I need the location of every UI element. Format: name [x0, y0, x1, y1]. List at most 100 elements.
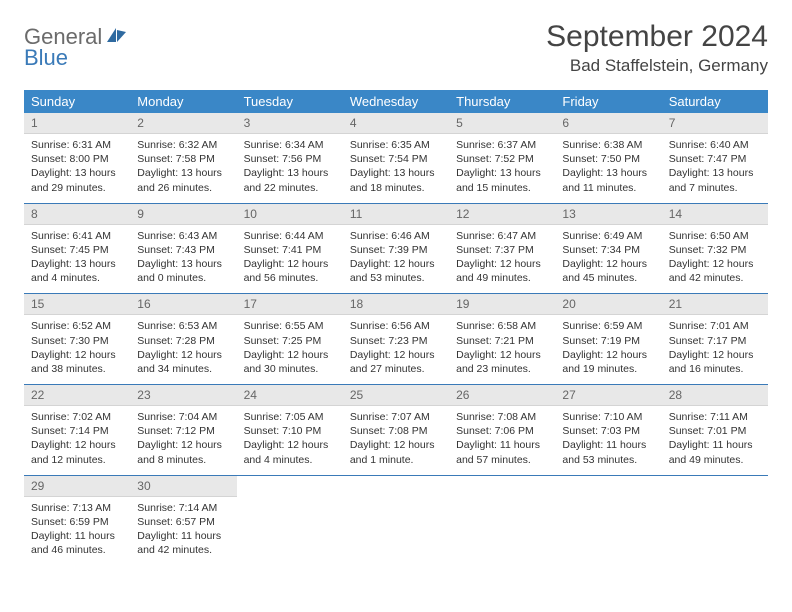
day-number: 2 [130, 113, 236, 134]
day-body: Sunrise: 6:46 AMSunset: 7:39 PMDaylight:… [343, 225, 449, 294]
day-body: Sunrise: 6:32 AMSunset: 7:58 PMDaylight:… [130, 134, 236, 203]
sunrise-text: Sunrise: 6:41 AM [31, 229, 123, 243]
day-body: Sunrise: 6:38 AMSunset: 7:50 PMDaylight:… [555, 134, 661, 203]
daylight-text: Daylight: 13 hours and 11 minutes. [562, 166, 654, 194]
calendar-cell: 30Sunrise: 7:14 AMSunset: 6:57 PMDayligh… [130, 475, 236, 565]
sunset-text: Sunset: 7:01 PM [669, 424, 761, 438]
daylight-text: Daylight: 11 hours and 49 minutes. [669, 438, 761, 466]
day-number: 19 [449, 294, 555, 315]
calendar-cell: 7Sunrise: 6:40 AMSunset: 7:47 PMDaylight… [662, 113, 768, 203]
weekday-header: Saturday [662, 90, 768, 113]
sunrise-text: Sunrise: 6:43 AM [137, 229, 229, 243]
day-number: 15 [24, 294, 130, 315]
daylight-text: Daylight: 13 hours and 18 minutes. [350, 166, 442, 194]
sunrise-text: Sunrise: 6:55 AM [244, 319, 336, 333]
day-body: Sunrise: 7:14 AMSunset: 6:57 PMDaylight:… [130, 497, 236, 566]
calendar-cell: 23Sunrise: 7:04 AMSunset: 7:12 PMDayligh… [130, 385, 236, 476]
sunrise-text: Sunrise: 7:13 AM [31, 501, 123, 515]
daylight-text: Daylight: 12 hours and 53 minutes. [350, 257, 442, 285]
day-number: 6 [555, 113, 661, 134]
calendar-cell: 3Sunrise: 6:34 AMSunset: 7:56 PMDaylight… [237, 113, 343, 203]
day-body: Sunrise: 6:40 AMSunset: 7:47 PMDaylight:… [662, 134, 768, 203]
sunrise-text: Sunrise: 6:38 AM [562, 138, 654, 152]
daylight-text: Daylight: 11 hours and 42 minutes. [137, 529, 229, 557]
sunset-text: Sunset: 7:08 PM [350, 424, 442, 438]
calendar-cell [662, 475, 768, 565]
calendar-cell: 22Sunrise: 7:02 AMSunset: 7:14 PMDayligh… [24, 385, 130, 476]
day-number: 28 [662, 385, 768, 406]
day-number: 30 [130, 476, 236, 497]
calendar-cell: 14Sunrise: 6:50 AMSunset: 7:32 PMDayligh… [662, 203, 768, 294]
weekday-header: Wednesday [343, 90, 449, 113]
day-body: Sunrise: 7:01 AMSunset: 7:17 PMDaylight:… [662, 315, 768, 384]
day-number: 22 [24, 385, 130, 406]
location-label: Bad Staffelstein, Germany [546, 56, 768, 76]
sunrise-text: Sunrise: 6:44 AM [244, 229, 336, 243]
day-number: 17 [237, 294, 343, 315]
day-number: 10 [237, 204, 343, 225]
sunrise-text: Sunrise: 7:05 AM [244, 410, 336, 424]
sunrise-text: Sunrise: 6:46 AM [350, 229, 442, 243]
day-number: 16 [130, 294, 236, 315]
calendar-cell [237, 475, 343, 565]
daylight-text: Daylight: 13 hours and 29 minutes. [31, 166, 123, 194]
calendar-cell: 1Sunrise: 6:31 AMSunset: 8:00 PMDaylight… [24, 113, 130, 203]
calendar-cell: 2Sunrise: 6:32 AMSunset: 7:58 PMDaylight… [130, 113, 236, 203]
day-body: Sunrise: 6:35 AMSunset: 7:54 PMDaylight:… [343, 134, 449, 203]
weekday-header: Friday [555, 90, 661, 113]
calendar-cell: 9Sunrise: 6:43 AMSunset: 7:43 PMDaylight… [130, 203, 236, 294]
weekday-header: Sunday [24, 90, 130, 113]
sunset-text: Sunset: 7:34 PM [562, 243, 654, 257]
day-body: Sunrise: 7:10 AMSunset: 7:03 PMDaylight:… [555, 406, 661, 475]
sunset-text: Sunset: 7:47 PM [669, 152, 761, 166]
sunset-text: Sunset: 7:28 PM [137, 334, 229, 348]
day-number: 3 [237, 113, 343, 134]
day-body: Sunrise: 6:58 AMSunset: 7:21 PMDaylight:… [449, 315, 555, 384]
title-block: September 2024 Bad Staffelstein, Germany [546, 20, 768, 76]
sunrise-text: Sunrise: 7:04 AM [137, 410, 229, 424]
day-body: Sunrise: 6:44 AMSunset: 7:41 PMDaylight:… [237, 225, 343, 294]
day-number: 13 [555, 204, 661, 225]
day-body: Sunrise: 6:53 AMSunset: 7:28 PMDaylight:… [130, 315, 236, 384]
daylight-text: Daylight: 12 hours and 49 minutes. [456, 257, 548, 285]
calendar-body: 1Sunrise: 6:31 AMSunset: 8:00 PMDaylight… [24, 113, 768, 565]
day-body: Sunrise: 7:11 AMSunset: 7:01 PMDaylight:… [662, 406, 768, 475]
day-number: 4 [343, 113, 449, 134]
sunrise-text: Sunrise: 6:34 AM [244, 138, 336, 152]
sunset-text: Sunset: 7:54 PM [350, 152, 442, 166]
sunset-text: Sunset: 7:03 PM [562, 424, 654, 438]
daylight-text: Daylight: 11 hours and 53 minutes. [562, 438, 654, 466]
daylight-text: Daylight: 12 hours and 38 minutes. [31, 348, 123, 376]
sunrise-text: Sunrise: 7:07 AM [350, 410, 442, 424]
daylight-text: Daylight: 12 hours and 16 minutes. [669, 348, 761, 376]
day-number: 7 [662, 113, 768, 134]
daylight-text: Daylight: 12 hours and 56 minutes. [244, 257, 336, 285]
sunset-text: Sunset: 8:00 PM [31, 152, 123, 166]
calendar-cell: 19Sunrise: 6:58 AMSunset: 7:21 PMDayligh… [449, 294, 555, 385]
sunset-text: Sunset: 7:19 PM [562, 334, 654, 348]
day-number: 25 [343, 385, 449, 406]
brand-logo: General Blue [24, 26, 128, 69]
sunrise-text: Sunrise: 6:52 AM [31, 319, 123, 333]
day-body: Sunrise: 7:13 AMSunset: 6:59 PMDaylight:… [24, 497, 130, 566]
sunset-text: Sunset: 7:14 PM [31, 424, 123, 438]
sunset-text: Sunset: 7:45 PM [31, 243, 123, 257]
daylight-text: Daylight: 12 hours and 4 minutes. [244, 438, 336, 466]
daylight-text: Daylight: 12 hours and 45 minutes. [562, 257, 654, 285]
sunset-text: Sunset: 7:10 PM [244, 424, 336, 438]
calendar-cell: 4Sunrise: 6:35 AMSunset: 7:54 PMDaylight… [343, 113, 449, 203]
sunrise-text: Sunrise: 6:56 AM [350, 319, 442, 333]
day-body: Sunrise: 7:08 AMSunset: 7:06 PMDaylight:… [449, 406, 555, 475]
calendar-cell [343, 475, 449, 565]
daylight-text: Daylight: 13 hours and 7 minutes. [669, 166, 761, 194]
day-number: 9 [130, 204, 236, 225]
day-number: 14 [662, 204, 768, 225]
day-body: Sunrise: 6:41 AMSunset: 7:45 PMDaylight:… [24, 225, 130, 294]
day-body: Sunrise: 6:56 AMSunset: 7:23 PMDaylight:… [343, 315, 449, 384]
weekday-header: Tuesday [237, 90, 343, 113]
day-body: Sunrise: 6:55 AMSunset: 7:25 PMDaylight:… [237, 315, 343, 384]
day-number: 11 [343, 204, 449, 225]
daylight-text: Daylight: 12 hours and 30 minutes. [244, 348, 336, 376]
calendar-cell: 20Sunrise: 6:59 AMSunset: 7:19 PMDayligh… [555, 294, 661, 385]
calendar-head: SundayMondayTuesdayWednesdayThursdayFrid… [24, 90, 768, 113]
